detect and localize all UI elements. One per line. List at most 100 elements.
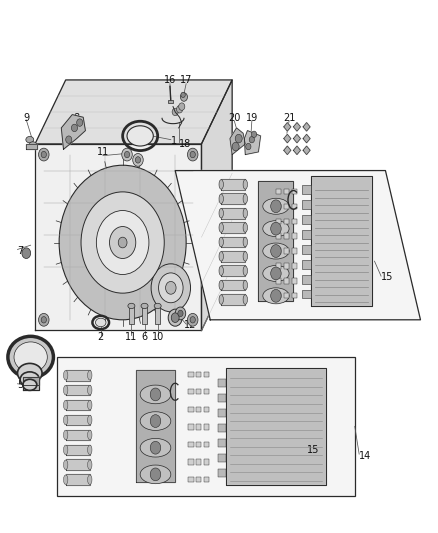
Circle shape <box>77 119 83 126</box>
Text: 12: 12 <box>184 320 196 330</box>
Circle shape <box>271 245 281 257</box>
Bar <box>302 215 311 224</box>
Text: 17: 17 <box>180 75 192 85</box>
Ellipse shape <box>263 243 289 259</box>
Bar <box>188 372 194 377</box>
Polygon shape <box>23 381 39 390</box>
Text: 9: 9 <box>23 112 29 123</box>
Bar <box>204 477 209 482</box>
Bar <box>302 230 311 239</box>
Circle shape <box>180 93 187 101</box>
Text: 13: 13 <box>270 232 282 243</box>
Text: 3: 3 <box>18 371 24 381</box>
Polygon shape <box>303 134 310 143</box>
Circle shape <box>151 264 191 312</box>
Ellipse shape <box>64 430 68 440</box>
Bar <box>284 278 289 284</box>
Polygon shape <box>61 115 85 149</box>
Bar <box>196 424 201 430</box>
Bar <box>276 189 281 194</box>
Bar <box>188 407 194 412</box>
Bar <box>188 424 194 430</box>
Circle shape <box>124 151 130 158</box>
Bar <box>57 357 355 496</box>
Bar <box>218 454 226 462</box>
Polygon shape <box>66 385 90 395</box>
Text: 8: 8 <box>74 112 80 123</box>
Bar <box>284 263 289 269</box>
Circle shape <box>271 289 281 302</box>
Ellipse shape <box>219 180 223 189</box>
Polygon shape <box>221 265 245 276</box>
Polygon shape <box>230 128 245 155</box>
Bar <box>204 389 209 394</box>
Ellipse shape <box>263 221 289 237</box>
Ellipse shape <box>64 445 68 455</box>
Circle shape <box>271 200 281 213</box>
Text: 19: 19 <box>246 112 258 123</box>
Text: 11: 11 <box>125 332 138 342</box>
Ellipse shape <box>219 208 223 218</box>
Ellipse shape <box>243 223 247 232</box>
Circle shape <box>232 142 239 151</box>
Circle shape <box>168 309 182 326</box>
Bar <box>204 372 209 377</box>
Bar <box>302 290 311 298</box>
Ellipse shape <box>140 411 171 431</box>
Bar <box>204 424 209 430</box>
Ellipse shape <box>88 460 92 470</box>
Bar <box>218 409 226 417</box>
Circle shape <box>187 313 198 326</box>
Polygon shape <box>221 280 245 290</box>
Circle shape <box>179 103 185 110</box>
Bar <box>188 389 194 394</box>
Polygon shape <box>221 222 245 233</box>
Circle shape <box>150 415 161 427</box>
Polygon shape <box>66 474 90 485</box>
Ellipse shape <box>263 265 289 281</box>
Ellipse shape <box>243 194 247 204</box>
Bar <box>168 100 173 103</box>
Circle shape <box>178 310 183 317</box>
Text: 16: 16 <box>164 75 176 85</box>
Polygon shape <box>226 368 326 485</box>
Circle shape <box>39 148 49 161</box>
Text: 15: 15 <box>307 446 319 455</box>
Ellipse shape <box>64 385 68 395</box>
Bar <box>142 307 147 324</box>
Text: 21: 21 <box>283 112 295 123</box>
Bar <box>302 245 311 254</box>
Bar <box>284 204 289 209</box>
Polygon shape <box>244 131 261 155</box>
Bar <box>218 469 226 477</box>
Polygon shape <box>284 123 291 131</box>
Ellipse shape <box>128 303 135 309</box>
Polygon shape <box>221 251 245 262</box>
Text: 7: 7 <box>18 246 24 255</box>
Circle shape <box>39 313 49 326</box>
Bar <box>276 248 281 254</box>
Ellipse shape <box>26 136 34 143</box>
Circle shape <box>271 267 281 280</box>
Bar <box>292 204 297 209</box>
Circle shape <box>96 211 149 274</box>
Circle shape <box>135 157 141 163</box>
Text: 6: 6 <box>141 332 148 342</box>
Text: 5: 5 <box>18 380 24 390</box>
Ellipse shape <box>154 303 161 309</box>
Circle shape <box>41 317 46 323</box>
Bar <box>196 389 201 394</box>
Ellipse shape <box>88 370 92 380</box>
Circle shape <box>190 317 195 323</box>
Ellipse shape <box>95 318 106 327</box>
Ellipse shape <box>243 280 247 290</box>
Ellipse shape <box>243 180 247 189</box>
Ellipse shape <box>64 370 68 380</box>
Bar <box>204 442 209 447</box>
Bar <box>276 219 281 224</box>
Bar <box>196 442 201 447</box>
Circle shape <box>150 468 161 481</box>
Ellipse shape <box>219 295 223 304</box>
Bar <box>276 278 281 284</box>
Ellipse shape <box>243 266 247 276</box>
